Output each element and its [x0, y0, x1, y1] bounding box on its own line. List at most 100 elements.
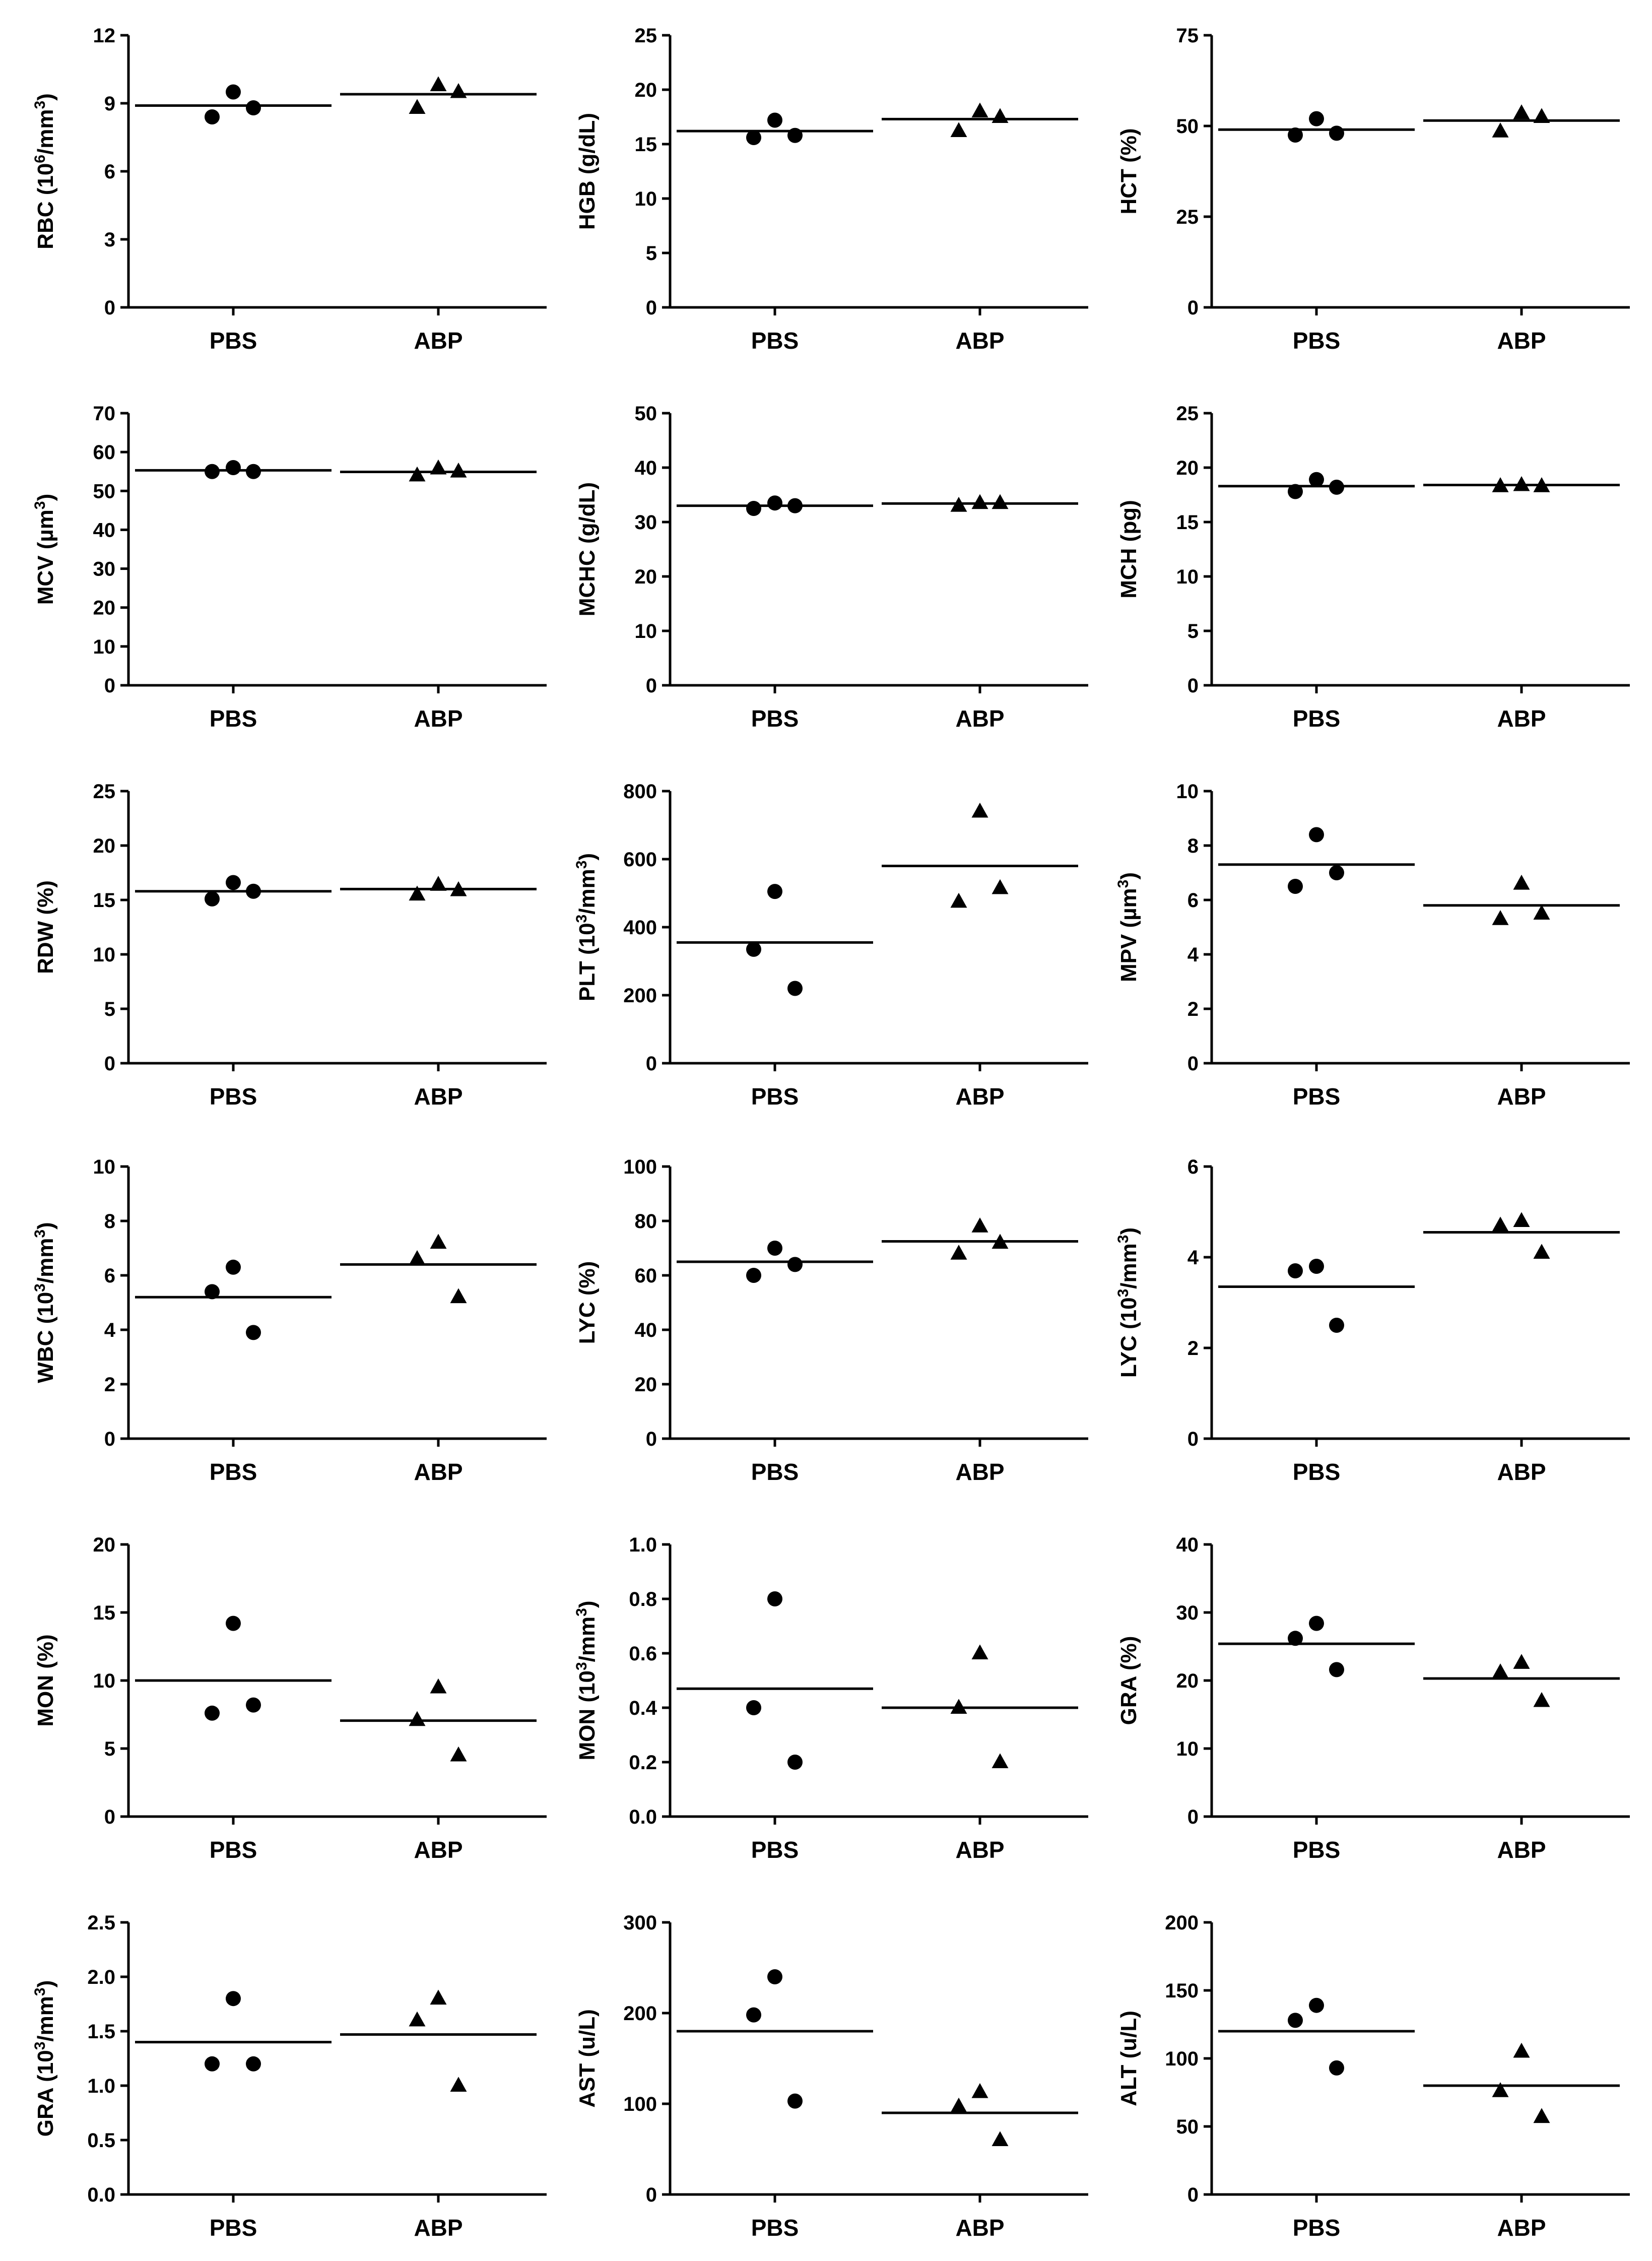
chart-3-ytick-label-2: 20 — [93, 597, 116, 619]
chart-6: 0 5 10 15 20 25 PBS ABP RDW (%) — [33, 781, 547, 1110]
chart-11-abp-point-0 — [1513, 1212, 1530, 1227]
chart-17-category-label-1: ABP — [1497, 2215, 1546, 2241]
chart-2-pbs-point-2 — [1329, 125, 1344, 141]
chart-4-ytick-label-0: 0 — [646, 675, 657, 697]
chart-5-ytick-label-2: 10 — [1176, 566, 1199, 588]
chart-15-ytick-label-0: 0.0 — [87, 2184, 115, 2206]
chart-6-ytick-label-2: 10 — [93, 944, 116, 966]
chart-1-pbs-point-2 — [787, 127, 803, 143]
chart-9-ytick-label-1: 2 — [104, 1374, 115, 1396]
chart-11-ytick-label-0: 0 — [1187, 1428, 1199, 1450]
chart-8-pbs-point-1 — [1288, 879, 1303, 894]
chart-14-category-label-0: PBS — [1293, 1837, 1341, 1863]
chart-14-ytick-label-2: 20 — [1176, 1670, 1199, 1692]
chart-11-ytick-label-1: 2 — [1187, 1337, 1199, 1360]
chart-11-category-label-0: PBS — [1293, 1459, 1341, 1485]
chart-15: 0.0 0.5 1.0 1.5 2.0 2.5 PBS ABP GRA (103/mm3) — [32, 1912, 547, 2241]
chart-1-ytick-label-5: 25 — [635, 25, 657, 47]
chart-10-pbs-point-2 — [787, 1257, 803, 1272]
chart-6-abp-point-0 — [430, 876, 447, 891]
chart-12-category-label-1: ABP — [414, 1837, 462, 1863]
chart-9-category-label-1: ABP — [414, 1459, 462, 1485]
chart-14-abp-point-1 — [1492, 1663, 1509, 1678]
chart-10-ytick-label-0: 0 — [646, 1428, 657, 1450]
chart-10-pbs-point-1 — [746, 1268, 761, 1283]
chart-14-category-label-1: ABP — [1497, 1837, 1546, 1863]
chart-6-ytick-label-4: 20 — [93, 835, 116, 857]
chart-1-category-label-1: ABP — [955, 328, 1004, 354]
chart-3-pbs-point-1 — [205, 464, 220, 479]
chart-12-ylabel: MON (%) — [33, 1634, 58, 1726]
chart-14-ytick-label-1: 10 — [1176, 1738, 1199, 1760]
chart-13-category-label-1: ABP — [955, 1837, 1004, 1863]
chart-2-pbs-point-0 — [1309, 111, 1324, 126]
chart-1-abp-point-2 — [992, 108, 1009, 123]
chart-13-pbs-point-1 — [746, 1700, 761, 1715]
chart-8-ytick-label-2: 4 — [1187, 944, 1199, 966]
chart-15-ytick-label-1: 0.5 — [87, 2129, 115, 2152]
chart-8-ytick-label-3: 6 — [1187, 889, 1199, 912]
chart-7-category-label-0: PBS — [751, 1083, 799, 1110]
chart-6-abp-point-2 — [450, 881, 467, 896]
chart-9-ytick-label-0: 0 — [104, 1428, 115, 1450]
chart-3-abp-point-2 — [450, 463, 467, 478]
chart-16-abp-point-1 — [950, 2097, 967, 2113]
chart-12-ytick-label-0: 0 — [104, 1806, 115, 1828]
chart-4-category-label-0: PBS — [751, 705, 799, 732]
chart-16: 0 100 200 300 PBS ABP AST (u/L) — [575, 1912, 1088, 2241]
chart-5: 0 5 10 15 20 25 PBS ABP MCH (pg) — [1116, 403, 1630, 732]
chart-11-abp-point-1 — [1492, 1216, 1509, 1232]
chart-13-ylabel: MON (103/mm3) — [573, 1601, 600, 1761]
chart-13-ytick-label-3: 0.6 — [629, 1643, 657, 1665]
chart-13-abp-point-2 — [992, 1753, 1009, 1768]
chart-10-category-label-1: ABP — [955, 1459, 1004, 1485]
chart-4-ytick-label-3: 30 — [635, 511, 657, 534]
chart-6-ytick-label-0: 0 — [104, 1053, 115, 1075]
chart-16-category-label-1: ABP — [955, 2215, 1004, 2241]
chart-3-abp-point-1 — [409, 466, 426, 482]
chart-10-pbs-point-0 — [767, 1241, 782, 1256]
chart-16-ytick-label-2: 200 — [623, 2002, 657, 2025]
chart-10-ytick-label-3: 60 — [635, 1265, 657, 1287]
chart-1-pbs-point-1 — [746, 130, 761, 146]
chart-11-ytick-label-3: 6 — [1187, 1156, 1199, 1178]
chart-2: 0 25 50 75 PBS ABP HCT (%) — [1116, 25, 1630, 354]
chart-17-ytick-label-4: 200 — [1165, 1912, 1199, 1934]
chart-16-ytick-label-3: 300 — [623, 1912, 657, 1934]
chart-2-ytick-label-0: 0 — [1187, 297, 1199, 319]
chart-1-ytick-label-2: 10 — [635, 188, 657, 210]
chart-16-pbs-point-2 — [787, 2093, 803, 2109]
chart-15-abp-point-2 — [450, 2077, 467, 2092]
chart-4-pbs-point-2 — [787, 498, 803, 513]
chart-12-ytick-label-4: 20 — [93, 1534, 116, 1556]
chart-1-ytick-label-4: 20 — [635, 79, 657, 101]
chart-7-ylabel: PLT (103/mm3) — [573, 853, 600, 1001]
chart-10-category-label-0: PBS — [751, 1459, 799, 1485]
chart-8-pbs-point-0 — [1309, 827, 1324, 843]
chart-17-pbs-point-0 — [1309, 1997, 1324, 2013]
chart-8-ytick-label-1: 2 — [1187, 998, 1199, 1020]
chart-4-abp-point-1 — [950, 496, 967, 512]
chart-13-pbs-point-2 — [787, 1755, 803, 1770]
chart-2-ytick-label-3: 75 — [1176, 25, 1199, 47]
chart-13-ytick-label-5: 1.0 — [629, 1534, 657, 1556]
chart-2-ytick-label-2: 50 — [1176, 115, 1199, 138]
chart-1-ytick-label-0: 0 — [646, 297, 657, 319]
chart-4-pbs-point-1 — [746, 501, 761, 516]
chart-14-pbs-point-1 — [1288, 1631, 1303, 1646]
chart-14-ylabel: GRA (%) — [1116, 1636, 1141, 1725]
chart-17-ytick-label-0: 0 — [1187, 2184, 1199, 2206]
chart-12-ytick-label-1: 5 — [104, 1738, 115, 1760]
chart-11: 0 2 4 6 PBS ABP LYC (103/mm3) — [1115, 1156, 1630, 1485]
chart-5-abp-point-0 — [1513, 476, 1530, 491]
chart-5-category-label-1: ABP — [1497, 705, 1546, 732]
chart-9-ytick-label-5: 10 — [93, 1156, 116, 1178]
chart-5-category-label-0: PBS — [1293, 705, 1341, 732]
chart-9-pbs-point-1 — [205, 1284, 220, 1300]
chart-10-abp-point-2 — [992, 1234, 1009, 1249]
chart-12-category-label-0: PBS — [210, 1837, 257, 1863]
chart-10-ytick-label-2: 40 — [635, 1319, 657, 1341]
chart-10-abp-point-1 — [950, 1245, 967, 1260]
chart-2-ytick-label-1: 25 — [1176, 206, 1199, 228]
chart-0-ylabel: RBC (106/mm3) — [32, 93, 58, 249]
